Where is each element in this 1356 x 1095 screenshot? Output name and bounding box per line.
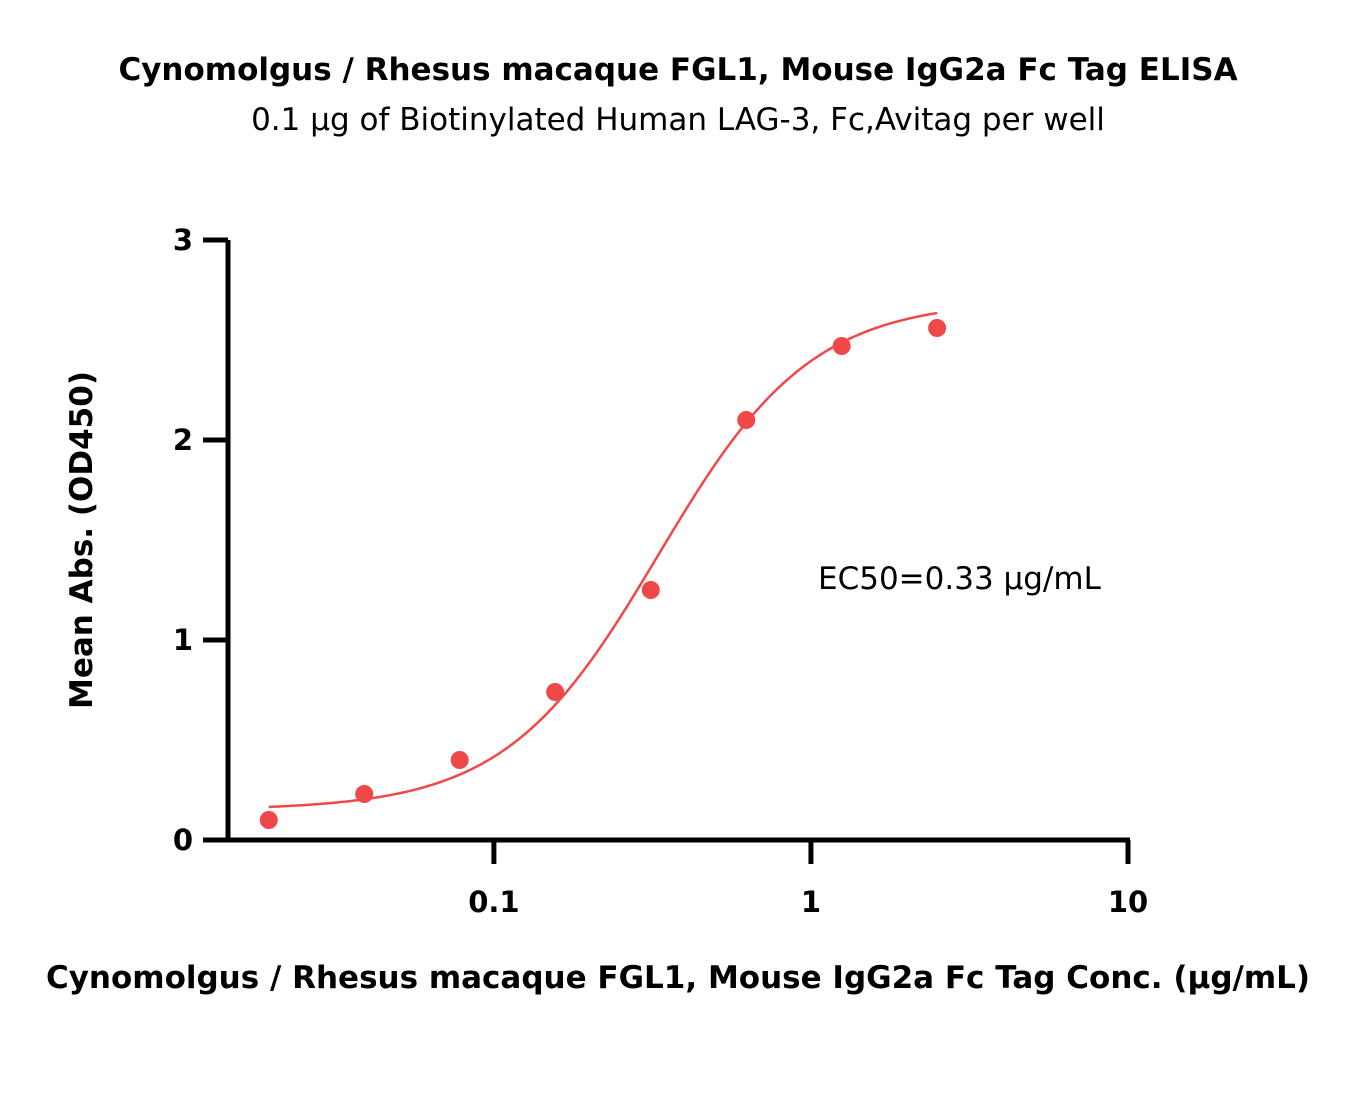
data-point [355, 785, 374, 803]
axes [203, 240, 1130, 843]
data-point [737, 411, 756, 429]
y-tick-label: 1 [173, 623, 193, 657]
chart-subtitle: 0.1 μg of Biotinylated Human LAG-3, Fc,A… [251, 102, 1105, 138]
data-point [450, 751, 469, 769]
x-tick-label: 10 [1108, 885, 1148, 919]
data-point [832, 337, 851, 355]
x-axis-ticks: 0.1 1 10 [468, 840, 1148, 919]
chart-title: Cynomolgus / Rhesus macaque FGL1, Mouse … [118, 52, 1237, 88]
y-tick-label: 0 [173, 823, 193, 857]
y-tick-label: 2 [173, 423, 193, 457]
fit-curve [268, 311, 938, 809]
x-tick-label: 1 [801, 885, 821, 919]
x-tick-label: 0.1 [468, 885, 519, 919]
ec50-annotation: EC50=0.33 μg/mL [818, 561, 1102, 597]
y-axis-ticks: 0 1 2 3 [173, 223, 228, 857]
data-points [259, 319, 947, 829]
data-point [641, 581, 660, 599]
x-axis-label: Cynomolgus / Rhesus macaque FGL1, Mouse … [46, 960, 1310, 996]
data-point [259, 811, 278, 829]
y-axis-label: Mean Abs. (OD450) [64, 371, 100, 709]
data-point [546, 683, 565, 701]
y-tick-label: 3 [173, 223, 193, 257]
data-point [928, 319, 947, 337]
